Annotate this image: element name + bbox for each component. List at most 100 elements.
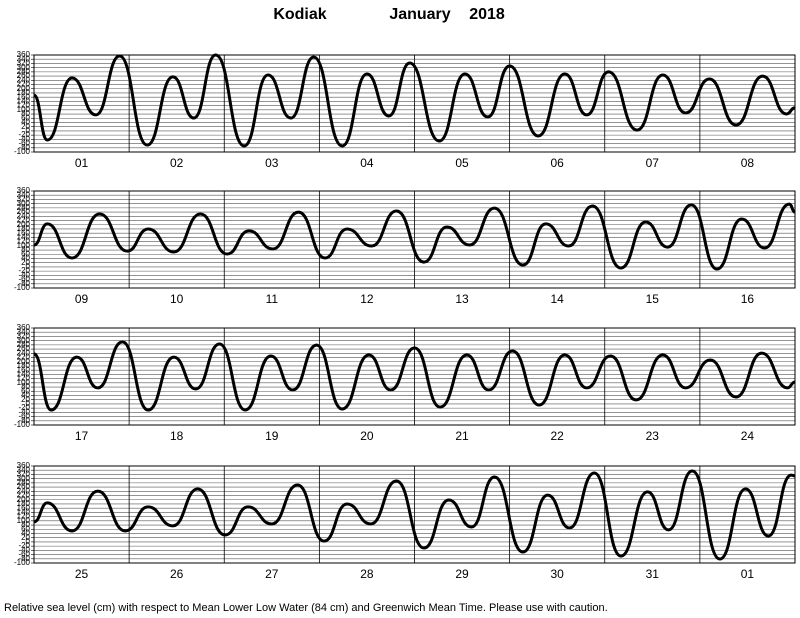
y-tick-label: -20: [18, 130, 30, 139]
y-tick-label: 280: [17, 67, 31, 76]
y-tick-label: 280: [17, 478, 31, 487]
y-tick-label: -20: [18, 541, 30, 550]
x-tick-label: 18: [170, 429, 184, 443]
y-tick-label: 20: [21, 258, 30, 267]
y-tick-label: 280: [17, 203, 31, 212]
y-tick-label: 340: [17, 327, 31, 336]
plot-frame: [33, 465, 796, 564]
y-tick-label: 0: [26, 126, 31, 135]
y-tick-label: 320: [17, 195, 31, 204]
x-tick-label: 25: [75, 567, 89, 581]
y-tick-label: 220: [17, 353, 31, 362]
y-tick-label: 160: [17, 228, 31, 237]
y-tick-label: -60: [18, 412, 30, 421]
y-tick-label: 360: [17, 461, 31, 470]
y-tick-label: 80: [21, 245, 30, 254]
y-tick-label: 300: [17, 63, 31, 72]
footnote: Relative sea level (cm) with respect to …: [4, 602, 608, 614]
x-tick-label: 14: [551, 292, 565, 306]
y-tick-label: 40: [21, 118, 30, 127]
y-tick-label: -100: [14, 558, 31, 567]
y-tick-label: 200: [17, 495, 31, 504]
y-tick-label: 80: [21, 520, 30, 529]
y-tick-label: 360: [17, 323, 31, 332]
y-tick-label: 320: [17, 59, 31, 68]
y-tick-label: 120: [17, 237, 31, 246]
y-tick-label: 360: [17, 186, 31, 195]
plot-frame: [33, 54, 796, 153]
y-tick-label: 120: [17, 374, 31, 383]
y-tick-label: -60: [18, 550, 30, 559]
x-tick-label: 17: [75, 429, 89, 443]
x-tick-label: 06: [551, 156, 565, 170]
x-tick-label: 05: [455, 156, 469, 170]
x-tick-label: 31: [646, 567, 660, 581]
x-tick-label: 19: [265, 429, 279, 443]
y-tick-label: 180: [17, 499, 31, 508]
x-tick-label: 12: [360, 292, 374, 306]
y-tick-label: 20: [21, 122, 30, 131]
y-tick-label: 140: [17, 508, 31, 517]
y-tick-label: 100: [17, 105, 31, 114]
x-tick-label: 30: [551, 567, 565, 581]
y-tick-label: 280: [17, 340, 31, 349]
y-tick-label: 220: [17, 216, 31, 225]
y-tick-label: -100: [14, 283, 31, 292]
x-tick-label: 08: [741, 156, 755, 170]
y-tick-label: 240: [17, 486, 31, 495]
x-tick-label: 27: [265, 567, 279, 581]
y-tick-label: 300: [17, 199, 31, 208]
y-tick-label: -60: [18, 139, 30, 148]
y-tick-label: 320: [17, 332, 31, 341]
y-tick-label: 160: [17, 92, 31, 101]
tide-line: [33, 202, 796, 271]
x-tick-label: 01: [741, 567, 755, 581]
y-tick-label: 340: [17, 54, 31, 63]
y-tick-label: 140: [17, 370, 31, 379]
y-tick-label: 20: [21, 533, 30, 542]
y-tick-label: 260: [17, 207, 31, 216]
y-tick-label: -20: [18, 403, 30, 412]
y-tick-label: -40: [18, 134, 30, 143]
y-tick-label: 140: [17, 97, 31, 106]
y-tick-label: 100: [17, 516, 31, 525]
y-tick-label: 260: [17, 482, 31, 491]
y-tick-label: 100: [17, 378, 31, 387]
y-tick-label: 80: [21, 109, 30, 118]
x-tick-label: 11: [266, 292, 279, 306]
y-tick-label: -40: [18, 545, 30, 554]
y-tick-label: 200: [17, 220, 31, 229]
y-tick-label: 40: [21, 254, 30, 263]
y-tick-label: 220: [17, 80, 31, 89]
y-tick-label: 200: [17, 357, 31, 366]
y-tick-label: 180: [17, 224, 31, 233]
y-tick-label: 20: [21, 395, 30, 404]
y-tick-label: 120: [17, 512, 31, 521]
x-tick-label: 21: [455, 429, 469, 443]
y-tick-label: 200: [17, 84, 31, 93]
month: January: [389, 6, 450, 23]
y-tick-label: 100: [17, 241, 31, 250]
y-tick-label: -80: [18, 554, 30, 563]
y-tick-label: 240: [17, 348, 31, 357]
x-tick-label: 01: [75, 156, 89, 170]
x-tick-label: 13: [455, 292, 469, 306]
y-tick-label: 340: [17, 190, 31, 199]
x-tick-label: 28: [360, 567, 374, 581]
y-tick-label: -80: [18, 279, 30, 288]
x-tick-label: 10: [170, 292, 184, 306]
y-tick-label: -100: [14, 147, 31, 156]
y-tick-label: 120: [17, 101, 31, 110]
x-tick-label: 16: [741, 292, 755, 306]
y-tick-label: 240: [17, 211, 31, 220]
y-tick-label: 320: [17, 470, 31, 479]
x-tick-label: 15: [646, 292, 660, 306]
tide-line: [32, 53, 796, 148]
x-tick-label: 20: [360, 429, 374, 443]
x-tick-label: 03: [265, 156, 279, 170]
x-tick-label: 22: [551, 429, 565, 443]
y-tick-label: 60: [21, 524, 30, 533]
tide-line: [33, 340, 796, 412]
y-tick-label: 180: [17, 361, 31, 370]
x-tick-label: 24: [741, 429, 755, 443]
